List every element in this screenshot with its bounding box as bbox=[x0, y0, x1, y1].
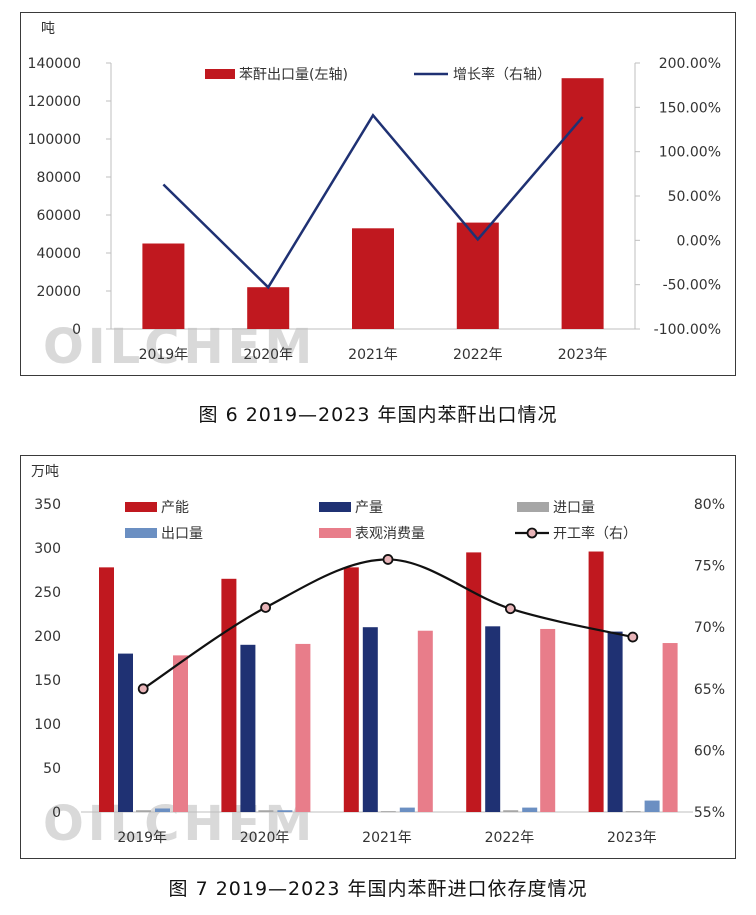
bar-出口量-2021年 bbox=[399, 807, 415, 812]
fig6-caption: 图 6 2019—2023 年国内苯酐出口情况 bbox=[198, 404, 558, 426]
bar-进口量-2019年 bbox=[136, 810, 151, 812]
y-left-tick-label: 100000 bbox=[28, 132, 81, 148]
legend-label-进口量: 进口量 bbox=[553, 500, 595, 516]
x-tick-label: 2020年 bbox=[243, 347, 293, 363]
y-right-tick-label: 100.00% bbox=[659, 145, 721, 161]
y-right-tick-label: 55% bbox=[694, 805, 725, 821]
fig6-svg: OILCHEM吨02000040000600008000010000012000… bbox=[28, 21, 721, 375]
y-right-tick-label: 75% bbox=[694, 559, 725, 575]
bar-进口量-2022年 bbox=[503, 810, 519, 812]
x-tick-label: 2023年 bbox=[558, 347, 608, 363]
y-right-tick-label: 70% bbox=[694, 620, 725, 636]
bar-export-2020年 bbox=[247, 287, 290, 329]
y-left-tick-label: 0 bbox=[72, 322, 81, 338]
y-left-tick-label: 60000 bbox=[36, 208, 81, 224]
bar-export-2019年 bbox=[142, 243, 185, 329]
bar-表观消费量-2019年 bbox=[173, 655, 188, 812]
legend-label-表观消费量: 表观消费量 bbox=[355, 526, 425, 542]
bar-出口量-2023年 bbox=[644, 800, 660, 812]
y-left-unit: 万吨 bbox=[31, 464, 59, 480]
bar-产量-2021年 bbox=[362, 627, 378, 812]
fig7-caption: 图 7 2019—2023 年国内苯酐进口依存度情况 bbox=[168, 878, 588, 900]
x-tick-label: 2022年 bbox=[485, 830, 535, 846]
x-tick-label: 2021年 bbox=[348, 347, 398, 363]
y-right-tick-label: 150.00% bbox=[659, 100, 721, 116]
x-tick-label: 2020年 bbox=[240, 830, 290, 846]
legend-swatch-进口量 bbox=[517, 502, 549, 512]
point-operating-rate-2022年 bbox=[504, 603, 516, 615]
bar-出口量-2020年 bbox=[277, 810, 293, 812]
legend-label-产量: 产量 bbox=[355, 500, 383, 516]
bar-表观消费量-2020年 bbox=[295, 643, 311, 812]
bar-进口量-2023年 bbox=[625, 811, 641, 813]
legend-label-growth: 增长率（右轴） bbox=[453, 66, 551, 83]
legend-label-出口量: 出口量 bbox=[161, 526, 203, 542]
x-tick-label: 2021年 bbox=[362, 830, 412, 846]
y-right-tick-label: 0.00% bbox=[677, 233, 721, 249]
y-right-tick-label: -100.00% bbox=[654, 322, 721, 338]
legend-marker-operating-rate bbox=[526, 527, 538, 539]
legend-label-产能: 产能 bbox=[161, 500, 189, 516]
y-left-tick-label: 350 bbox=[34, 497, 61, 513]
y-right-tick-label: 65% bbox=[694, 682, 725, 698]
bar-产量-2020年 bbox=[240, 644, 256, 812]
x-tick-label: 2019年 bbox=[117, 830, 167, 846]
bar-出口量-2019年 bbox=[155, 808, 170, 812]
point-operating-rate-2021年 bbox=[382, 554, 394, 565]
line-operating-rate bbox=[142, 558, 634, 690]
y-left-tick-label: 120000 bbox=[28, 94, 81, 110]
bar-表观消费量-2023年 bbox=[662, 643, 678, 812]
legend-label-operating-rate: 开工率（右） bbox=[553, 525, 637, 542]
bar-出口量-2022年 bbox=[522, 807, 538, 812]
bar-产能-2020年 bbox=[221, 578, 237, 812]
legend-swatch-产量 bbox=[319, 502, 351, 512]
point-operating-rate-2020年 bbox=[260, 602, 272, 613]
x-tick-label: 2019年 bbox=[139, 347, 189, 363]
y-right-tick-label: 200.00% bbox=[659, 56, 721, 72]
y-right-tick-label: -50.00% bbox=[663, 278, 721, 294]
bar-产能-2021年 bbox=[343, 567, 359, 812]
y-right-tick-label: 60% bbox=[694, 743, 725, 759]
bar-export-2021年 bbox=[352, 228, 394, 329]
bar-产能-2022年 bbox=[466, 552, 482, 812]
bar-export-2023年 bbox=[561, 78, 604, 329]
y-left-unit: 吨 bbox=[41, 21, 55, 37]
y-left-tick-label: 20000 bbox=[36, 284, 81, 300]
legend-label-export: 苯酐出口量(左轴) bbox=[239, 66, 348, 83]
bar-产能-2023年 bbox=[588, 551, 604, 812]
y-left-tick-label: 200 bbox=[34, 629, 61, 645]
bar-表观消费量-2022年 bbox=[540, 628, 556, 812]
x-tick-label: 2022年 bbox=[453, 347, 503, 363]
y-left-tick-label: 300 bbox=[34, 541, 61, 557]
legend-swatch-产能 bbox=[125, 502, 157, 512]
chart-fig7: OILCHEM 万吨 0 50 100 150 200 250 300 350 55% 60% 65% 7… bbox=[20, 455, 736, 859]
legend-swatch-表观消费量 bbox=[319, 528, 351, 538]
x-tick-label: 2023年 bbox=[607, 830, 657, 846]
point-operating-rate-2019年 bbox=[137, 683, 149, 695]
y-left-tick-label: 140000 bbox=[28, 56, 81, 72]
y-left-tick-label: 150 bbox=[34, 673, 61, 689]
point-operating-rate-2023年 bbox=[627, 631, 639, 643]
legend-swatch-出口量 bbox=[125, 528, 157, 538]
fig7-svg: OILCHEM万吨05010015020025030035055%60%65%7… bbox=[31, 464, 725, 852]
y-left-tick-label: 80000 bbox=[36, 170, 81, 186]
bar-进口量-2021年 bbox=[380, 811, 396, 813]
bar-产量-2023年 bbox=[607, 631, 623, 812]
bar-表观消费量-2021年 bbox=[417, 630, 433, 812]
bar-产能-2019年 bbox=[99, 567, 114, 812]
y-left-tick-label: 50 bbox=[43, 761, 61, 777]
chart-fig6: OILCHEM 吨 0 20000 40000 60000 80000 100000 12000… bbox=[20, 12, 736, 376]
y-left-tick-label: 40000 bbox=[36, 246, 81, 262]
legend-swatch-export bbox=[205, 69, 235, 79]
bar-进口量-2020年 bbox=[258, 810, 274, 812]
y-left-tick-label: 100 bbox=[34, 717, 61, 733]
bar-产量-2022年 bbox=[485, 626, 501, 812]
y-left-tick-label: 250 bbox=[34, 585, 61, 601]
y-right-tick-label: 50.00% bbox=[668, 189, 721, 205]
y-right-tick-label: 80% bbox=[694, 497, 725, 513]
y-left-tick-label: 0 bbox=[52, 805, 61, 821]
bar-产量-2019年 bbox=[118, 653, 133, 812]
